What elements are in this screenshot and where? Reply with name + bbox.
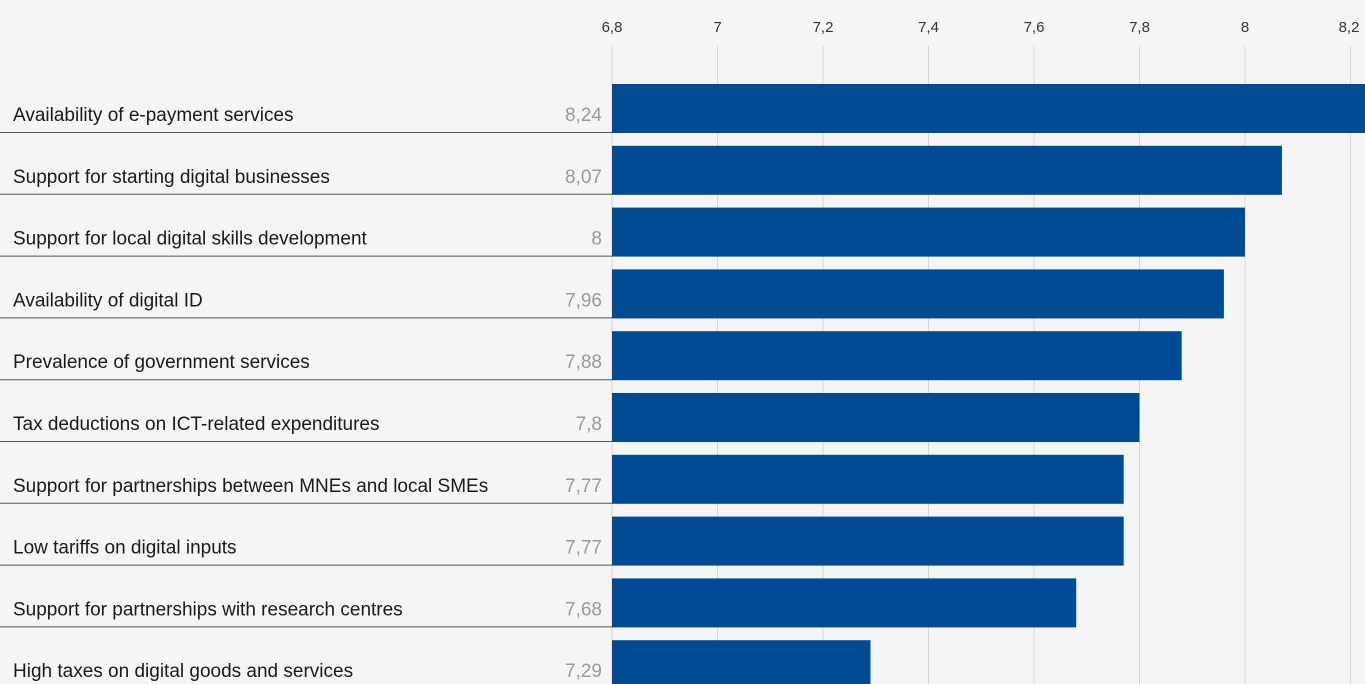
category-label: Prevalence of government services: [13, 352, 310, 373]
bar: [612, 578, 1077, 628]
value-label: 7,77: [565, 538, 602, 559]
x-tick-label: 7,8: [1129, 19, 1150, 36]
category-labels: Availability of e-payment services 8,24 Su…: [0, 105, 612, 682]
x-tick-label: 7,4: [918, 19, 939, 36]
bar: [612, 84, 1365, 133]
x-tick-label: 6,8: [602, 19, 623, 36]
category-label: Support for starting digital businesses: [13, 167, 330, 188]
x-tick-label: 7: [713, 19, 721, 36]
bar: [612, 331, 1182, 381]
bar: [612, 640, 871, 684]
bar: [612, 269, 1224, 319]
category-label: Availability of digital ID: [13, 290, 203, 311]
bar: [612, 145, 1282, 195]
x-axis-ticks: 6,8 7 7,2 7,4 7,6 7,8 8 8,2: [602, 19, 1360, 36]
value-label: 7,77: [565, 476, 602, 497]
category-label: Low tariffs on digital inputs: [13, 538, 237, 559]
bars: [612, 84, 1365, 684]
category-label: Tax deductions on ICT-related expenditur…: [13, 414, 380, 435]
value-label: 8: [591, 229, 602, 250]
value-label: 7,8: [576, 414, 602, 435]
bar: [612, 454, 1124, 504]
category-label: High taxes on digital goods and services: [13, 661, 353, 682]
category-label: Support for partnerships with research c…: [13, 599, 403, 620]
bar: [612, 393, 1140, 442]
bar: [612, 516, 1124, 566]
value-label: 8,24: [565, 105, 602, 126]
x-tick-label: 7,6: [1024, 19, 1045, 36]
value-label: 7,29: [565, 661, 602, 682]
x-tick-label: 8,2: [1339, 19, 1360, 36]
value-label: 7,68: [565, 599, 602, 620]
value-label: 7,88: [565, 352, 602, 373]
category-label: Support for local digital skills develop…: [13, 229, 368, 250]
bar: [612, 207, 1245, 257]
category-label: Availability of e-payment services: [13, 105, 294, 126]
x-tick-label: 7,2: [813, 19, 834, 36]
category-label: Support for partnerships between MNEs an…: [13, 476, 488, 497]
x-tick-label: 8: [1241, 19, 1249, 36]
value-label: 7,96: [565, 290, 602, 311]
value-label: 8,07: [565, 167, 602, 188]
